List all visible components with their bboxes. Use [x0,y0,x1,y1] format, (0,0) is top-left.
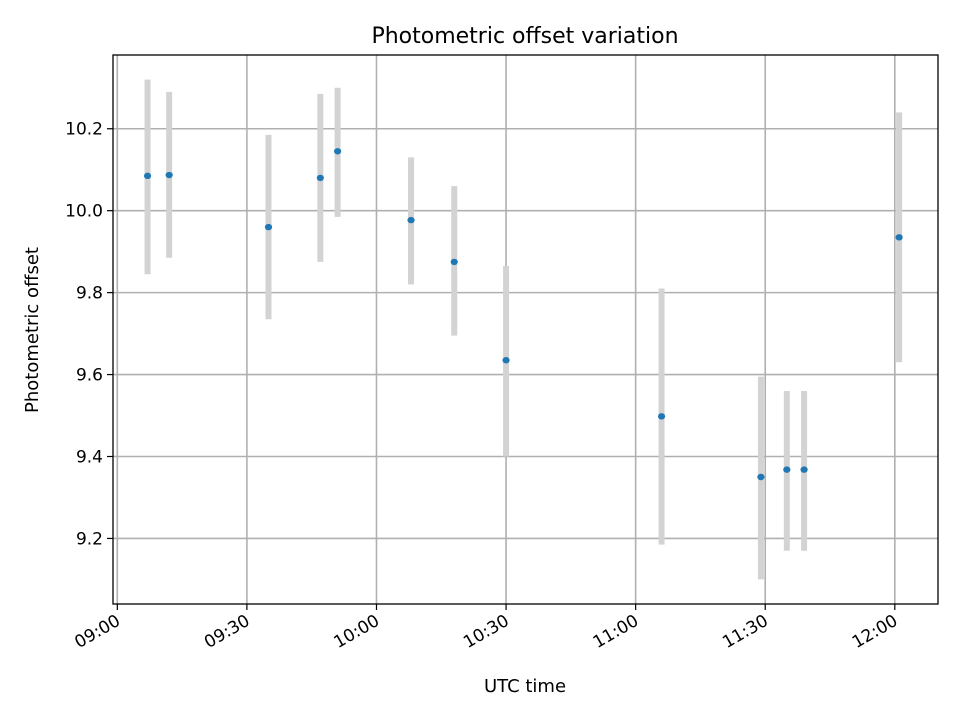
data-point [450,258,458,266]
data-point [143,172,152,180]
data-point [264,223,273,231]
y-axis-label: Photometric offset [22,247,43,413]
data-point [165,171,173,179]
data-point [783,466,791,473]
grid [113,55,938,604]
data-point [895,234,903,241]
y-tick-label: 10.0 [65,202,103,222]
data-point [502,357,510,364]
data-point [316,174,324,182]
data-points [143,148,903,481]
y-tick-label: 9.6 [76,366,103,386]
y-tick-label: 9.2 [76,529,103,549]
data-point [334,148,342,155]
data-point [757,473,765,481]
x-axis-label: UTC time [484,676,566,697]
data-point [407,216,415,224]
y-tick-label: 9.8 [76,284,103,304]
data-point [800,466,808,473]
chart-title: Photometric offset variation [371,24,678,49]
y-tick-label: 10.2 [65,120,103,140]
data-point [657,413,666,420]
plot-frame [112,54,939,605]
y-tick-label: 9.4 [76,448,103,468]
